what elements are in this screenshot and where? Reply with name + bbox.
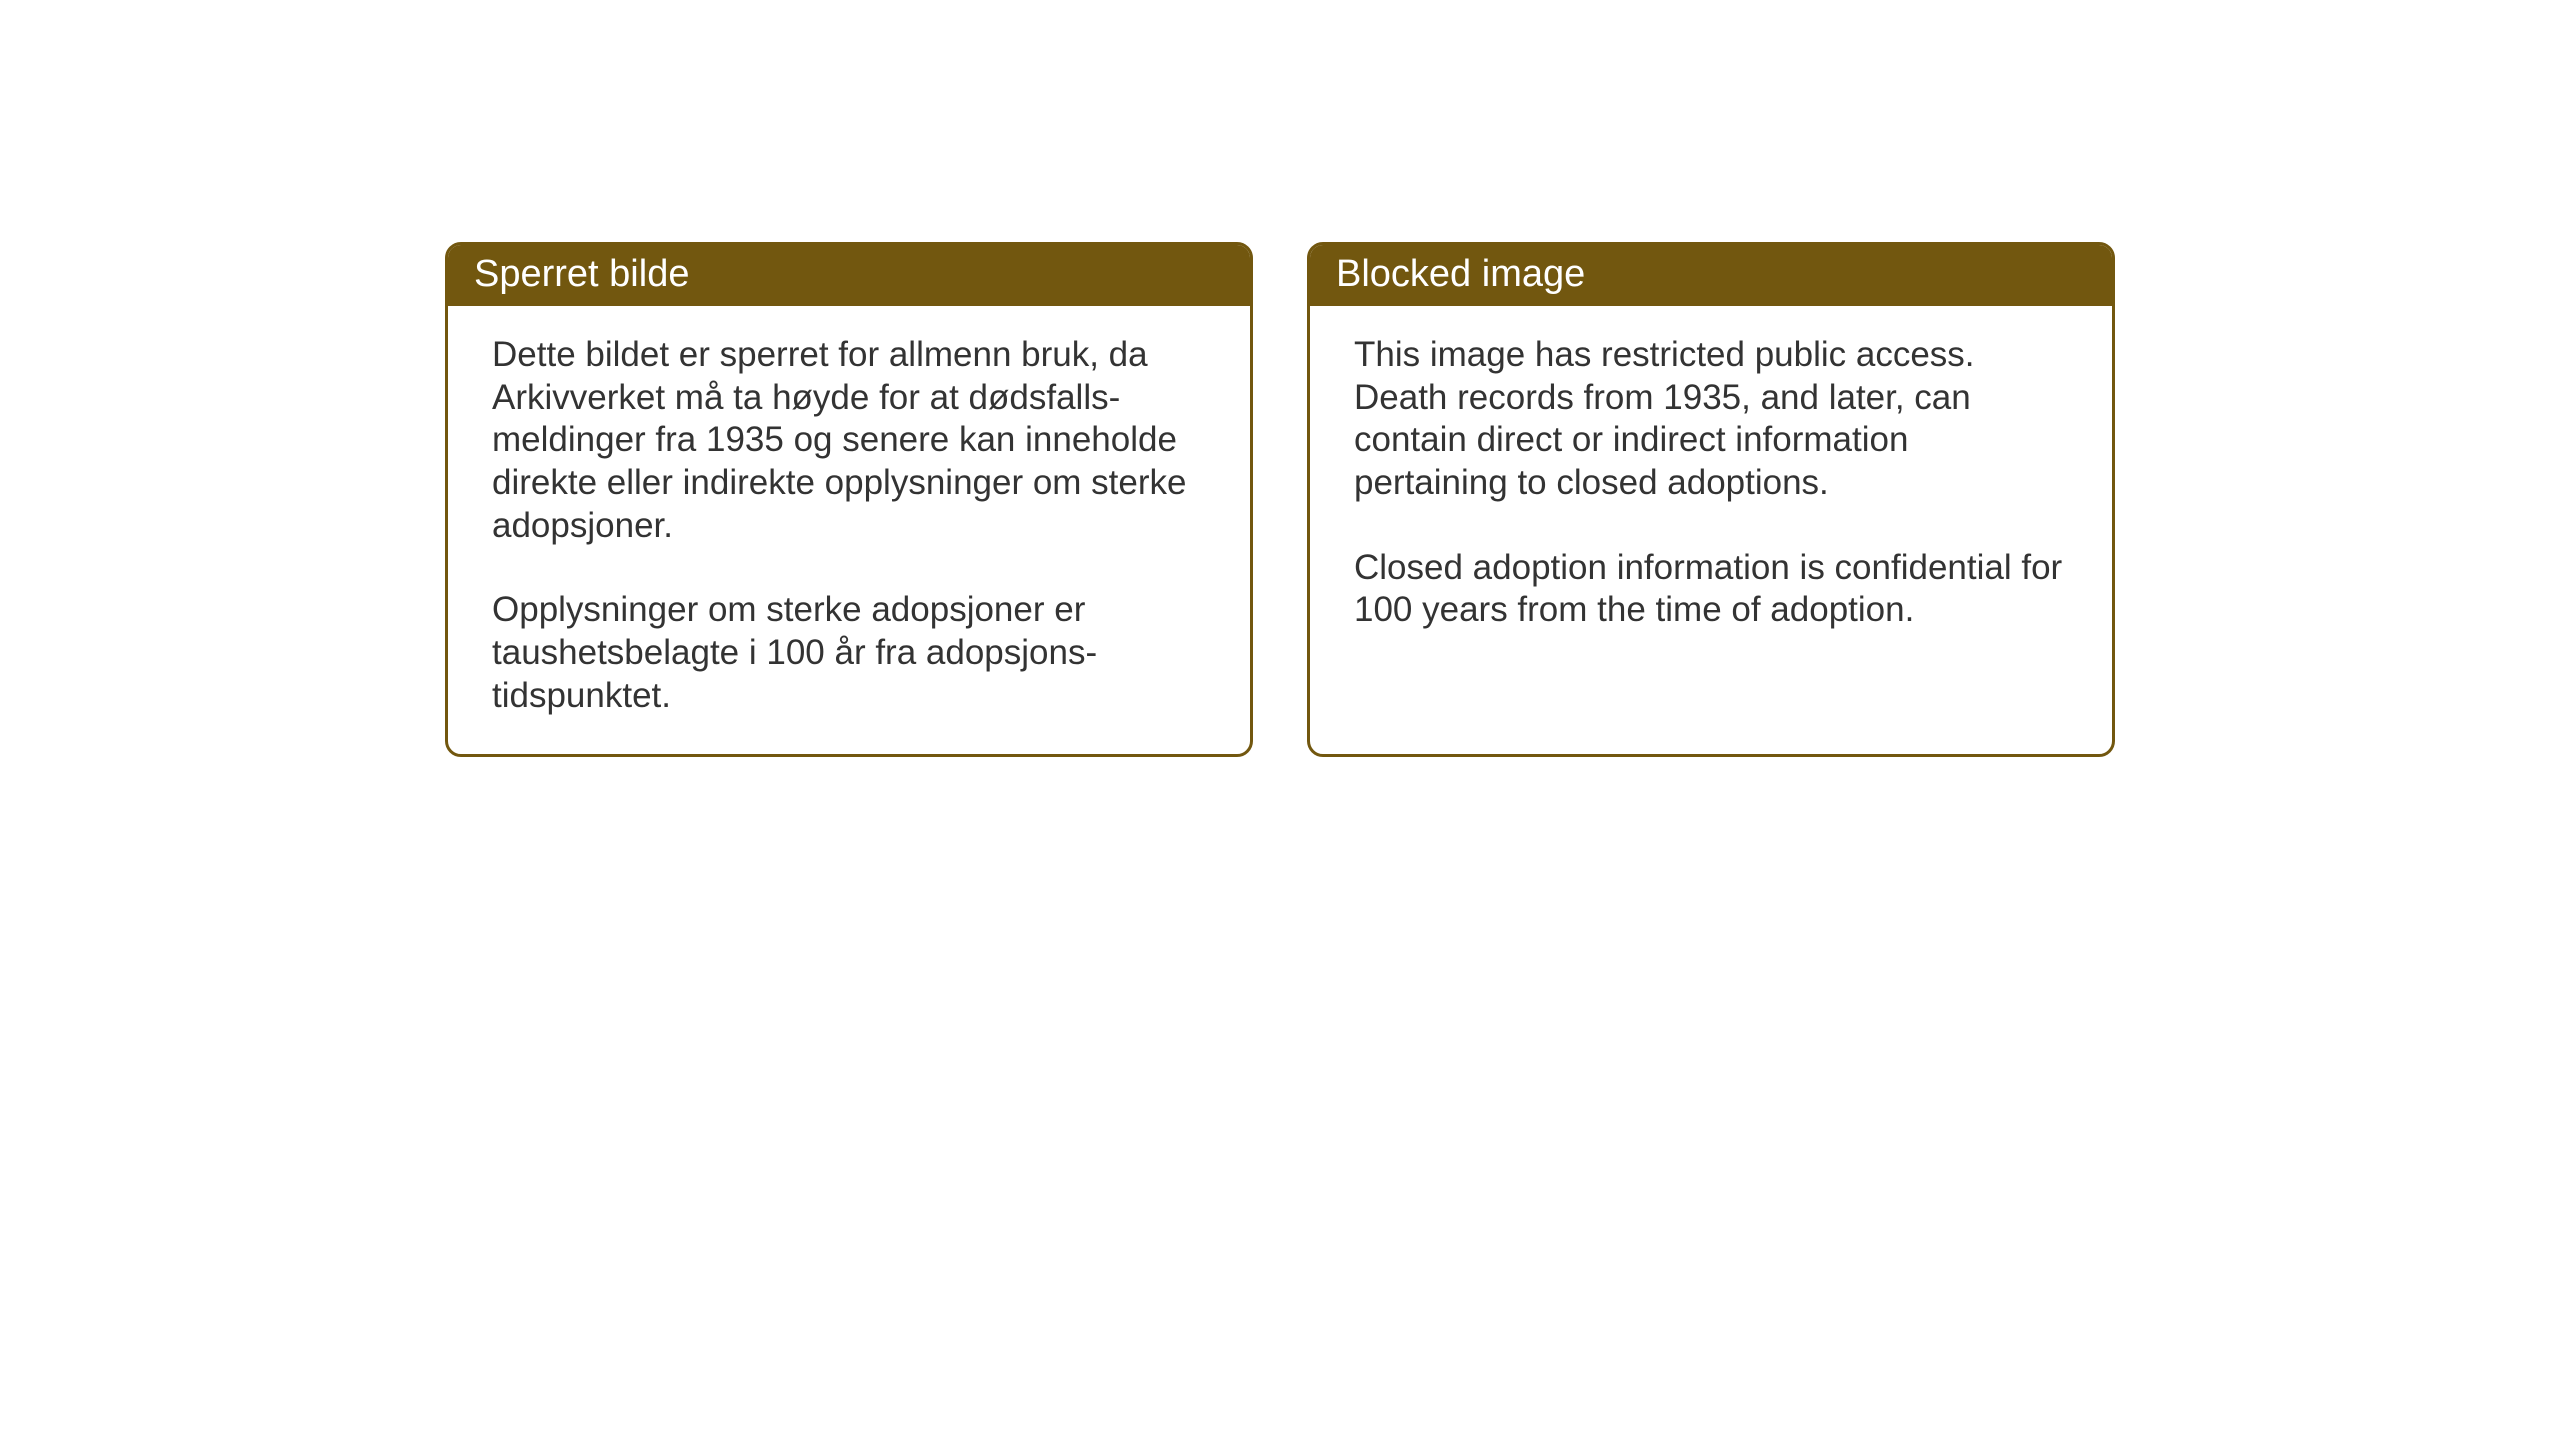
card-title-english: Blocked image: [1336, 253, 1585, 295]
notice-card-norwegian: Sperret bilde Dette bildet er sperret fo…: [445, 242, 1253, 757]
card-body-english: This image has restricted public access.…: [1310, 306, 2112, 668]
card-header-english: Blocked image: [1310, 245, 2112, 306]
notice-card-english: Blocked image This image has restricted …: [1307, 242, 2115, 757]
card-body-norwegian: Dette bildet er sperret for allmenn bruk…: [448, 306, 1250, 754]
card-paragraph-2-norwegian: Opplysninger om sterke adopsjoner er tau…: [492, 589, 1206, 717]
card-title-norwegian: Sperret bilde: [474, 253, 689, 295]
card-paragraph-2-english: Closed adoption information is confident…: [1354, 547, 2068, 632]
notice-container: Sperret bilde Dette bildet er sperret fo…: [445, 242, 2115, 757]
card-paragraph-1-english: This image has restricted public access.…: [1354, 334, 2068, 505]
card-paragraph-1-norwegian: Dette bildet er sperret for allmenn bruk…: [492, 334, 1206, 547]
card-header-norwegian: Sperret bilde: [448, 245, 1250, 306]
